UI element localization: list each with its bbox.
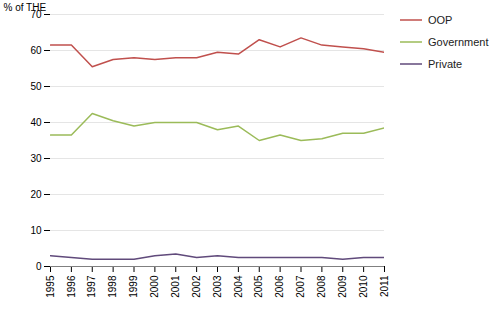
svg-text:20: 20 [30, 189, 42, 200]
svg-text:40: 40 [30, 117, 42, 128]
svg-text:0: 0 [36, 261, 42, 272]
svg-text:% of THE: % of THE [4, 2, 47, 13]
svg-text:1995: 1995 [45, 275, 56, 298]
svg-text:30: 30 [30, 153, 42, 164]
svg-text:1998: 1998 [107, 275, 118, 298]
svg-text:2004: 2004 [233, 275, 244, 298]
html-text:OOP: OOP [428, 14, 453, 26]
svg-text:2001: 2001 [170, 275, 181, 298]
svg-text:2002: 2002 [191, 275, 202, 298]
svg-text:50: 50 [30, 81, 42, 92]
html-text:Private: Private [428, 58, 463, 70]
html-text:Government: Government [428, 36, 489, 48]
svg-text:10: 10 [30, 225, 42, 236]
svg-text:2010: 2010 [358, 275, 369, 298]
svg-text:2000: 2000 [149, 275, 160, 298]
svg-text:2008: 2008 [316, 275, 327, 298]
svg-text:2009: 2009 [337, 275, 348, 298]
svg-text:1996: 1996 [66, 275, 77, 298]
svg-text:1999: 1999 [128, 275, 139, 298]
svg-text:1997: 1997 [86, 275, 97, 298]
svg-text:2006: 2006 [274, 275, 285, 298]
svg-text:2003: 2003 [212, 275, 223, 298]
svg-text:2007: 2007 [295, 275, 306, 298]
svg-text:2005: 2005 [253, 275, 264, 298]
svg-text:2011: 2011 [379, 275, 390, 297]
svg-text:70: 70 [30, 8, 42, 20]
svg-text:60: 60 [30, 45, 42, 56]
